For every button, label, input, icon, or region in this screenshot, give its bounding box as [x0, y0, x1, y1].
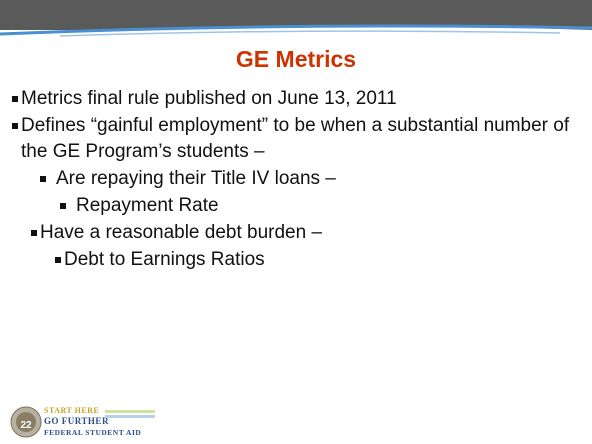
bullet-text: Metrics final rule published on June 13,… — [21, 88, 397, 109]
header-band — [0, 0, 592, 40]
bullet-item: Are repaying their Title IV loans – — [40, 166, 566, 192]
bullet-item: Repayment Rate — [60, 193, 566, 219]
bullet-marker — [55, 257, 61, 263]
bullet-marker — [12, 96, 18, 102]
bullet-item: Have a reasonable debt burden – — [31, 220, 560, 246]
bullet-text: Repayment Rate — [76, 195, 219, 216]
bullet-text: Debt to Earnings Ratios — [64, 249, 265, 270]
bullet-item: Debt to Earnings Ratios — [55, 247, 564, 273]
footer-line: GO FURTHER — [44, 416, 109, 426]
bullet-marker — [12, 123, 18, 129]
slide-title: GE Metrics — [235, 46, 357, 72]
bullet-list: Metrics final rule published on June 13,… — [0, 86, 592, 274]
bullet-text: Have a reasonable debt burden – — [40, 222, 323, 243]
footer-line: START HERE — [44, 406, 100, 415]
bullet-text: Defines “gainful employment” to be when … — [21, 115, 570, 162]
bullet-marker — [40, 176, 46, 182]
bullet-marker — [60, 203, 66, 209]
footer-line: FEDERAL STUDENT AID — [44, 428, 142, 437]
bullet-item: Defines “gainful employment” to be when … — [12, 113, 576, 165]
footer-logo: START HERE GO FURTHER FEDERAL STUDENT AI… — [10, 404, 160, 440]
page-number: 22 — [20, 420, 32, 431]
seal — [10, 406, 42, 438]
bullet-item: Metrics final rule published on June 13,… — [12, 86, 576, 112]
footer-stripes — [105, 410, 155, 418]
bullet-text: Are repaying their Title IV loans – — [56, 168, 336, 189]
bullet-marker — [31, 230, 37, 236]
